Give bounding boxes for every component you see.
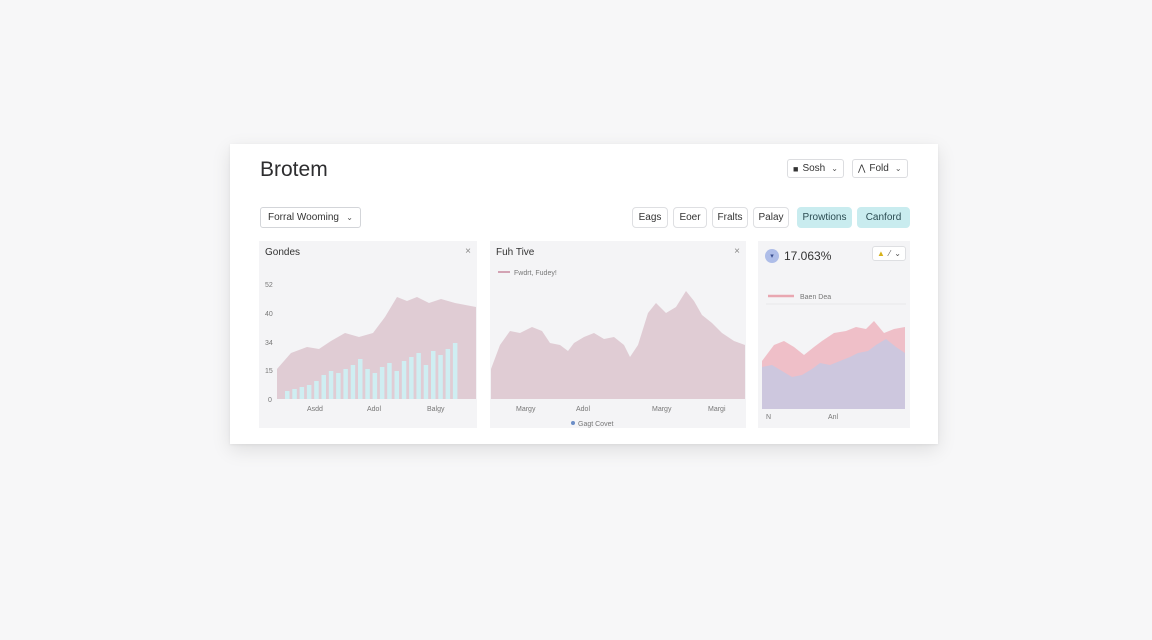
- chip-fralts[interactable]: Fralts: [712, 207, 748, 228]
- x-tick: Margi: [708, 406, 726, 413]
- y-tick: 15: [265, 368, 273, 375]
- bar: [387, 363, 392, 399]
- chip-palay[interactable]: Palay: [753, 207, 789, 228]
- square-icon: ■: [793, 164, 798, 174]
- chip-label: Palay: [758, 212, 783, 223]
- bar: [343, 369, 348, 399]
- legend-dot: [571, 421, 575, 425]
- x-tick: Anl: [828, 414, 839, 421]
- x-tick: Adol: [367, 406, 381, 413]
- y-tick: 40: [265, 311, 273, 318]
- bar: [453, 343, 458, 399]
- bar: [446, 349, 451, 399]
- chip-label: Canford: [866, 212, 902, 223]
- bar: [409, 357, 414, 399]
- chip-eoer[interactable]: Eoer: [673, 207, 707, 228]
- chip-label: Fralts: [718, 212, 743, 223]
- chip-label: Prowtions: [803, 212, 847, 223]
- area-series: [491, 291, 745, 399]
- bar: [314, 381, 319, 399]
- sosh-button[interactable]: ■ Sosh ⌄: [787, 159, 844, 178]
- page-title: Brotem: [260, 158, 328, 182]
- bar: [336, 373, 341, 399]
- panel-kpi: ▾ 17.063% ▲ ⁄ ⌄ Baen Dea N Anl: [758, 241, 910, 428]
- y-tick: 52: [265, 282, 273, 289]
- y-tick: 34: [265, 340, 273, 347]
- bar: [365, 369, 370, 399]
- legend-label: Gagt Covet: [578, 421, 613, 428]
- chip-prowtions[interactable]: Prowtions: [797, 207, 852, 228]
- bar: [431, 351, 436, 399]
- dashboard-card: Brotem ■ Sosh ⌄ ⋀ Fold ⌄ Forral Wooming …: [230, 144, 938, 444]
- bar: [416, 353, 421, 399]
- panel-fuh-tive: Fuh Tive × Fwdrt, Fudey! Margy Adol Marg…: [490, 241, 746, 428]
- fold-button-label: Fold: [869, 163, 888, 174]
- kpi-chart: Baen Dea N Anl: [758, 241, 910, 428]
- bar: [373, 373, 378, 399]
- bar: [329, 371, 334, 399]
- chevron-down-icon: ⌄: [895, 164, 902, 173]
- x-tick: Adol: [576, 406, 590, 413]
- y-tick: 0: [268, 397, 272, 404]
- bar: [395, 371, 400, 399]
- sosh-button-label: Sosh: [802, 163, 825, 174]
- legend-label: Baen Dea: [800, 294, 831, 301]
- bar: [358, 359, 363, 399]
- chevron-down-icon: ⌄: [831, 164, 838, 173]
- bar: [424, 365, 429, 399]
- fuh-tive-chart: Fwdrt, Fudey! Margy Adol Margy Margi Gag…: [490, 241, 746, 428]
- bar: [380, 367, 385, 399]
- chevron-down-icon: ⌄: [346, 213, 353, 222]
- legend-label: Fwdrt, Fudey!: [514, 270, 557, 277]
- filter-icon: ⋀: [858, 163, 865, 174]
- gondes-chart: 52 40 34 15 0 Asdd Adol Balgy: [259, 241, 477, 428]
- fold-button[interactable]: ⋀ Fold ⌄: [852, 159, 908, 178]
- view-select[interactable]: Forral Wooming ⌄: [260, 207, 361, 228]
- bar: [285, 391, 290, 399]
- chip-label: Eags: [639, 212, 662, 223]
- x-tick: N: [766, 414, 771, 421]
- bar: [351, 365, 356, 399]
- bar: [438, 355, 443, 399]
- bar: [300, 387, 305, 399]
- x-tick: Asdd: [307, 406, 323, 413]
- bar: [322, 375, 327, 399]
- chip-label: Eoer: [679, 212, 700, 223]
- bar: [402, 361, 407, 399]
- panel-gondes: Gondes × 52 40 34 15 0 Asdd Adol Balgy: [259, 241, 477, 428]
- chip-canford[interactable]: Canford: [857, 207, 910, 228]
- view-select-value: Forral Wooming: [268, 212, 339, 223]
- x-tick: Balgy: [427, 406, 445, 413]
- bar: [292, 389, 297, 399]
- x-tick: Margy: [652, 406, 672, 413]
- x-tick: Margy: [516, 406, 536, 413]
- chip-eags[interactable]: Eags: [632, 207, 668, 228]
- bar: [307, 385, 312, 399]
